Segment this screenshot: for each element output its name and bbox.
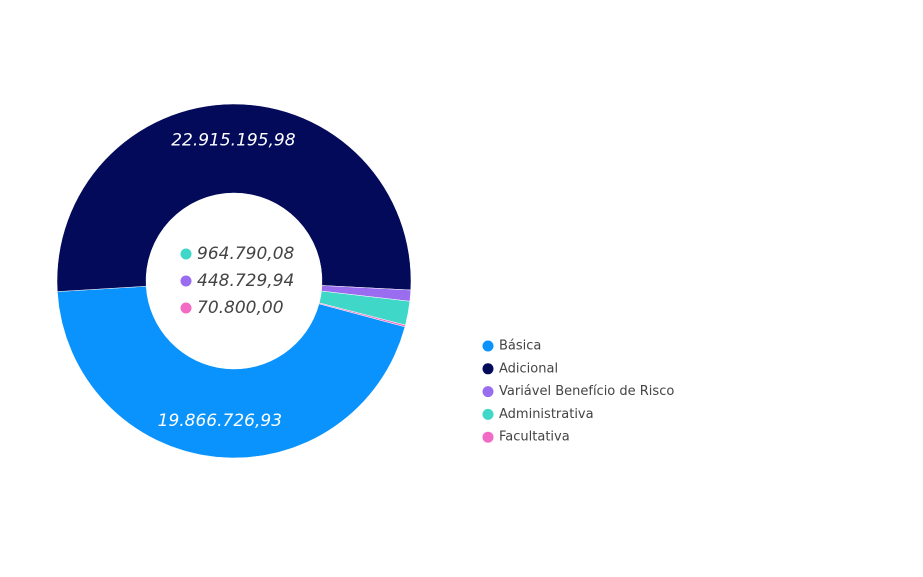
value-label-dot	[180, 275, 192, 287]
value-label: 964.790,08	[197, 244, 295, 264]
value-label-dot	[180, 302, 192, 314]
legend-swatch	[482, 363, 494, 375]
legend-swatch	[482, 431, 494, 443]
legend-label: Variável Benefício de Risco	[499, 384, 674, 399]
slice	[57, 286, 406, 459]
legend-swatch	[482, 408, 494, 420]
legend-label: Facultativa	[499, 430, 570, 445]
legend-swatch	[482, 340, 494, 352]
slice	[318, 302, 406, 328]
value-label: 22.915.195,98	[171, 131, 296, 151]
legend-swatch	[482, 386, 494, 398]
slice	[56, 103, 412, 292]
value-label-dot	[180, 248, 192, 260]
value-label: 70.800,00	[197, 298, 284, 318]
legend-label: Básica	[499, 339, 541, 354]
legend-label: Administrativa	[499, 407, 594, 422]
value-label: 448.729,94	[197, 271, 294, 291]
value-label: 19.866.726,93	[158, 411, 282, 431]
legend-label: Adicional	[499, 361, 558, 376]
